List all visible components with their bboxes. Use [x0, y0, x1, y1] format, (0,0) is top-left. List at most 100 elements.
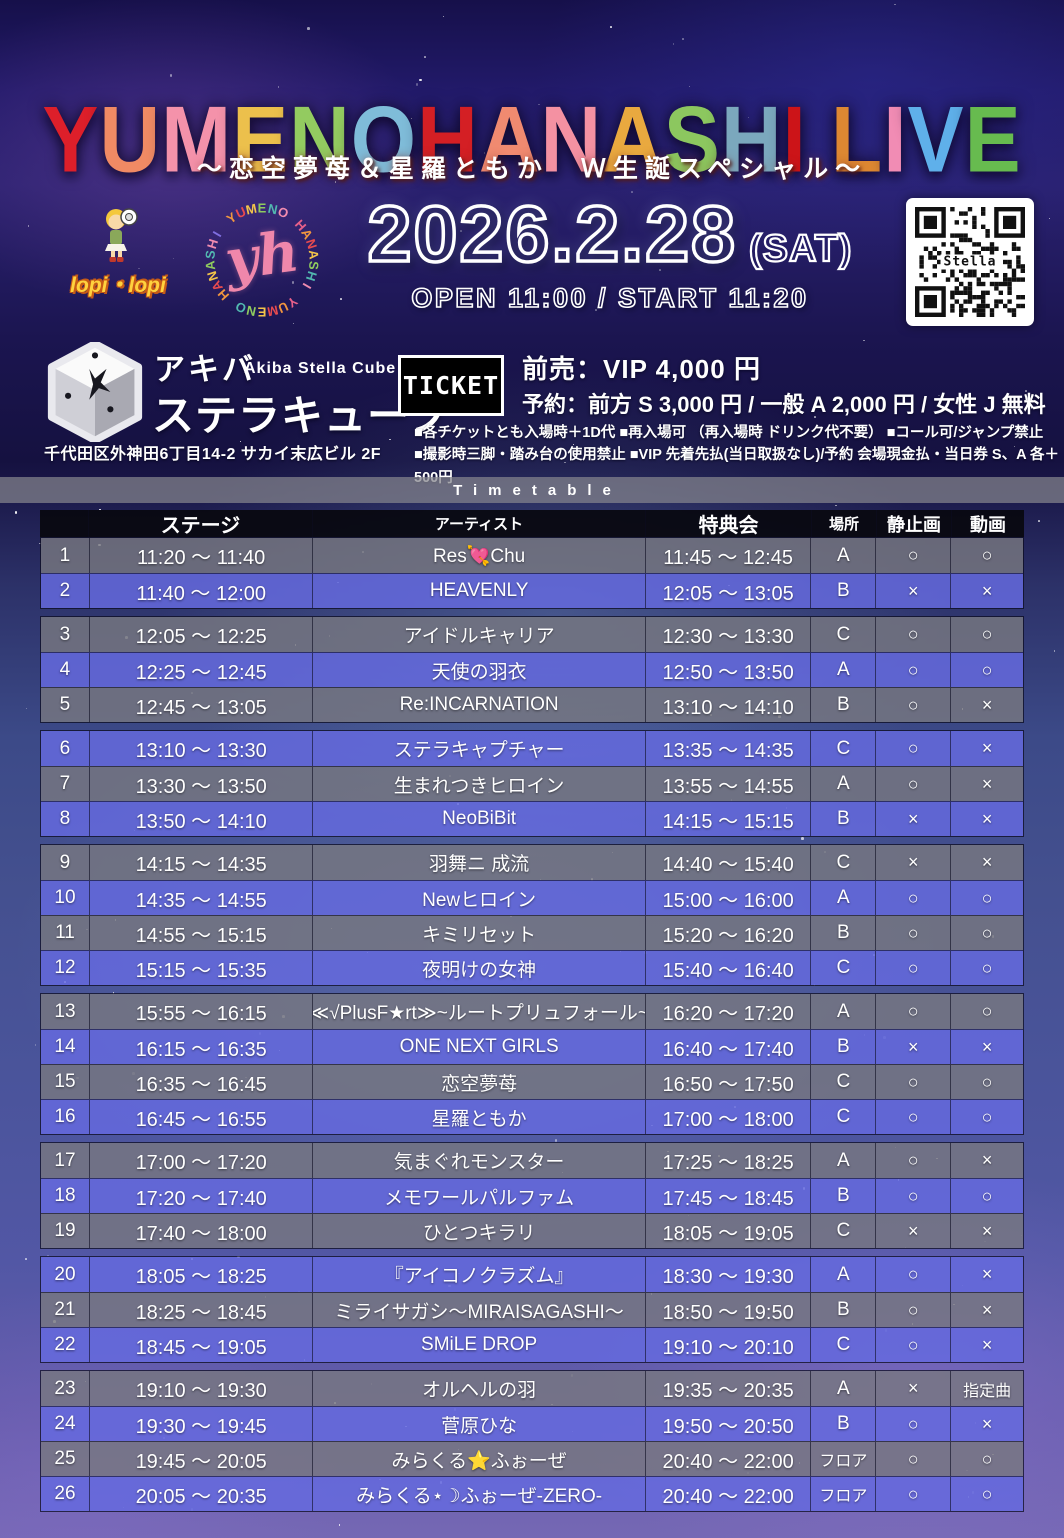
qr-code: Stella — [906, 198, 1034, 326]
row-number: 1 — [59, 544, 71, 566]
photo-allowed-mark: × — [875, 845, 950, 880]
row-number: 3 — [59, 623, 71, 645]
photo-allowed-mark: ○ — [875, 1293, 950, 1327]
stage-time: 11:20 ～ 11:40 — [88, 538, 313, 573]
photo-allowed-mark: × — [875, 1030, 950, 1064]
timetable-row: 16 16:45 ～ 16:55 星羅ともか 17:00 ～ 18:00 C ○… — [41, 1099, 1023, 1134]
stage-time: 13:10 ～ 13:30 — [88, 731, 313, 766]
artist-name: ステラキャプチャー — [312, 731, 644, 766]
photo-allowed-mark: ○ — [875, 1328, 950, 1362]
stage-time: 17:40 ～ 18:00 — [88, 1214, 313, 1248]
artist-name: みらくる⭐ふぉーぜ — [312, 1442, 644, 1476]
place: A — [810, 1257, 875, 1292]
meet-and-greet-time: 16:40 ～ 17:40 — [644, 1030, 811, 1064]
stage-time: 16:35 ～ 16:45 — [88, 1065, 313, 1099]
stage-time: 18:25 ～ 18:45 — [88, 1293, 313, 1327]
meet-and-greet-time: 18:05 ～ 19:05 — [644, 1214, 811, 1248]
meet-and-greet-time: 15:00 ～ 16:00 — [644, 881, 811, 915]
stage-time: 16:15 ～ 16:35 — [88, 1030, 313, 1064]
timetable-row: 17 17:00 ～ 17:20 気まぐれモンスター 17:25 ～ 18:25… — [41, 1143, 1023, 1178]
meet-and-greet-time: 15:40 ～ 16:40 — [644, 951, 811, 985]
artist-name: Newヒロイン — [312, 881, 644, 915]
artist-name: 恋空夢苺 — [312, 1065, 644, 1099]
timetable-row: 4 12:25 ～ 12:45 天使の羽衣 12:50 ～ 13:50 A ○ … — [41, 652, 1023, 687]
row-number: 10 — [54, 887, 76, 908]
video-allowed-mark: ○ — [950, 1100, 1023, 1134]
qr-label: Stella — [940, 254, 1000, 270]
stage-time: 12:45 ～ 13:05 — [88, 688, 313, 722]
video-allowed-mark: × — [950, 767, 1023, 801]
timetable-row: 13 15:55 ～ 16:15 ≪√PlusF★rt≫~ルートプリュフォール~… — [41, 994, 1023, 1029]
place: C — [810, 1065, 875, 1099]
photo-allowed-mark: ○ — [875, 1065, 950, 1099]
venue-name-english: Akiba Stella Cube — [244, 360, 397, 377]
artist-name: メモワールパルファム — [312, 1179, 644, 1213]
stage-time: 15:55 ～ 16:15 — [88, 994, 313, 1029]
video-allowed-mark: × — [950, 1293, 1023, 1327]
artist-name: SMiLE DROP — [312, 1328, 644, 1362]
stage-time: 15:15 ～ 15:35 — [88, 951, 313, 985]
row-number: 8 — [59, 808, 71, 829]
timetable: ステージ アーティスト 特典会 場所 静止画 動画 1 11:20 ～ 11:40 Res… — [40, 510, 1024, 1512]
video-allowed-mark: ○ — [950, 653, 1023, 687]
timetable-heading: Timetable — [0, 477, 1064, 503]
photo-allowed-mark: ○ — [875, 881, 950, 915]
video-allowed-mark: ○ — [950, 1442, 1023, 1476]
meet-and-greet-time: 13:35 ～ 14:35 — [644, 731, 811, 766]
artist-name: アイドルキャリア — [312, 617, 644, 652]
photo-allowed-mark: ○ — [875, 951, 950, 985]
stage-time: 20:05 ～ 20:35 — [88, 1477, 313, 1511]
place: A — [810, 881, 875, 915]
event-date: 2026.2.28 (SAT) — [310, 189, 910, 278]
artist-name: 気まぐれモンスター — [312, 1143, 644, 1178]
row-number: 14 — [54, 1036, 76, 1057]
place: C — [810, 845, 875, 880]
row-number: 6 — [59, 737, 71, 759]
date-block: 2026.2.28 (SAT) OPEN 11:00 / START 11:20 — [310, 189, 910, 314]
place: B — [810, 802, 875, 836]
timetable-row: 10 14:35 ～ 14:55 Newヒロイン 15:00 ～ 16:00 A… — [41, 880, 1023, 915]
video-allowed-mark: ○ — [950, 1065, 1023, 1099]
artist-name: Res💘Chu — [312, 538, 644, 573]
meet-and-greet-time: 14:15 ～ 15:15 — [644, 802, 811, 836]
timetable-row: 20 18:05 ～ 18:25 『アイコノクラズム』 18:30 ～ 19:3… — [41, 1257, 1023, 1292]
artist-name: 生まれつきヒロイン — [312, 767, 644, 801]
lopilopi-logo: lopi・lopi — [50, 206, 186, 299]
stage-time: 11:40 ～ 12:00 — [88, 574, 313, 608]
column-header: 場所 — [811, 510, 876, 537]
artist-name: ひとつキラリ — [312, 1214, 644, 1248]
meet-and-greet-time: 19:50 ～ 20:50 — [644, 1407, 811, 1441]
photo-allowed-mark: ○ — [875, 731, 950, 766]
place: B — [810, 688, 875, 722]
timetable-rows: 1 11:20 ～ 11:40 Res💘Chu 11:45 ～ 12:45 A … — [40, 537, 1024, 1512]
place: A — [810, 767, 875, 801]
stage-time: 13:50 ～ 14:10 — [88, 802, 313, 836]
ticket-note-line1: ■各チケットとも入場時＋1D代 ■再入場可 （再入場時 ドリンク代不要） ■コー… — [414, 425, 1044, 441]
photo-allowed-mark: ○ — [875, 994, 950, 1029]
video-allowed-mark: 指定曲 — [950, 1371, 1023, 1406]
meet-and-greet-time: 15:20 ～ 16:20 — [644, 916, 811, 950]
row-number: 26 — [54, 1483, 76, 1504]
video-allowed-mark: ○ — [950, 617, 1023, 652]
timetable-row: 8 13:50 ～ 14:10 NeoBiBit 14:15 ～ 15:15 B… — [41, 801, 1023, 836]
video-allowed-mark: ○ — [950, 538, 1023, 573]
ticket-price-line2: 予約：前方 S 3,000 円 / 一般 A 2,000 円 / 女性 J 無料 — [522, 392, 1046, 417]
timetable-group: 17 17:00 ～ 17:20 気まぐれモンスター 17:25 ～ 18:25… — [40, 1142, 1024, 1249]
row-number: 13 — [54, 1000, 76, 1022]
date-day: (SAT) — [748, 227, 853, 271]
timetable-group: 3 12:05 ～ 12:25 アイドルキャリア 12:30 ～ 13:30 C… — [40, 616, 1024, 723]
artist-name: 『アイコノクラズム』 — [312, 1257, 644, 1292]
artist-name: キミリセット — [312, 916, 644, 950]
video-allowed-mark: ○ — [950, 951, 1023, 985]
row-number: 19 — [54, 1220, 76, 1241]
meet-and-greet-time: 12:05 ～ 13:05 — [644, 574, 811, 608]
video-allowed-mark: × — [950, 1257, 1023, 1292]
timetable-row: 24 19:30 ～ 19:45 菅原ひな 19:50 ～ 20:50 B ○ … — [41, 1406, 1023, 1441]
column-header: 特典会 — [645, 510, 811, 537]
timetable-header-row: ステージ アーティスト 特典会 場所 静止画 動画 — [40, 510, 1024, 537]
yh-monogram: yh — [221, 218, 303, 294]
date-main: 2026.2.28 — [366, 189, 737, 278]
meet-and-greet-time: 20:40 ～ 22:00 — [644, 1442, 811, 1476]
